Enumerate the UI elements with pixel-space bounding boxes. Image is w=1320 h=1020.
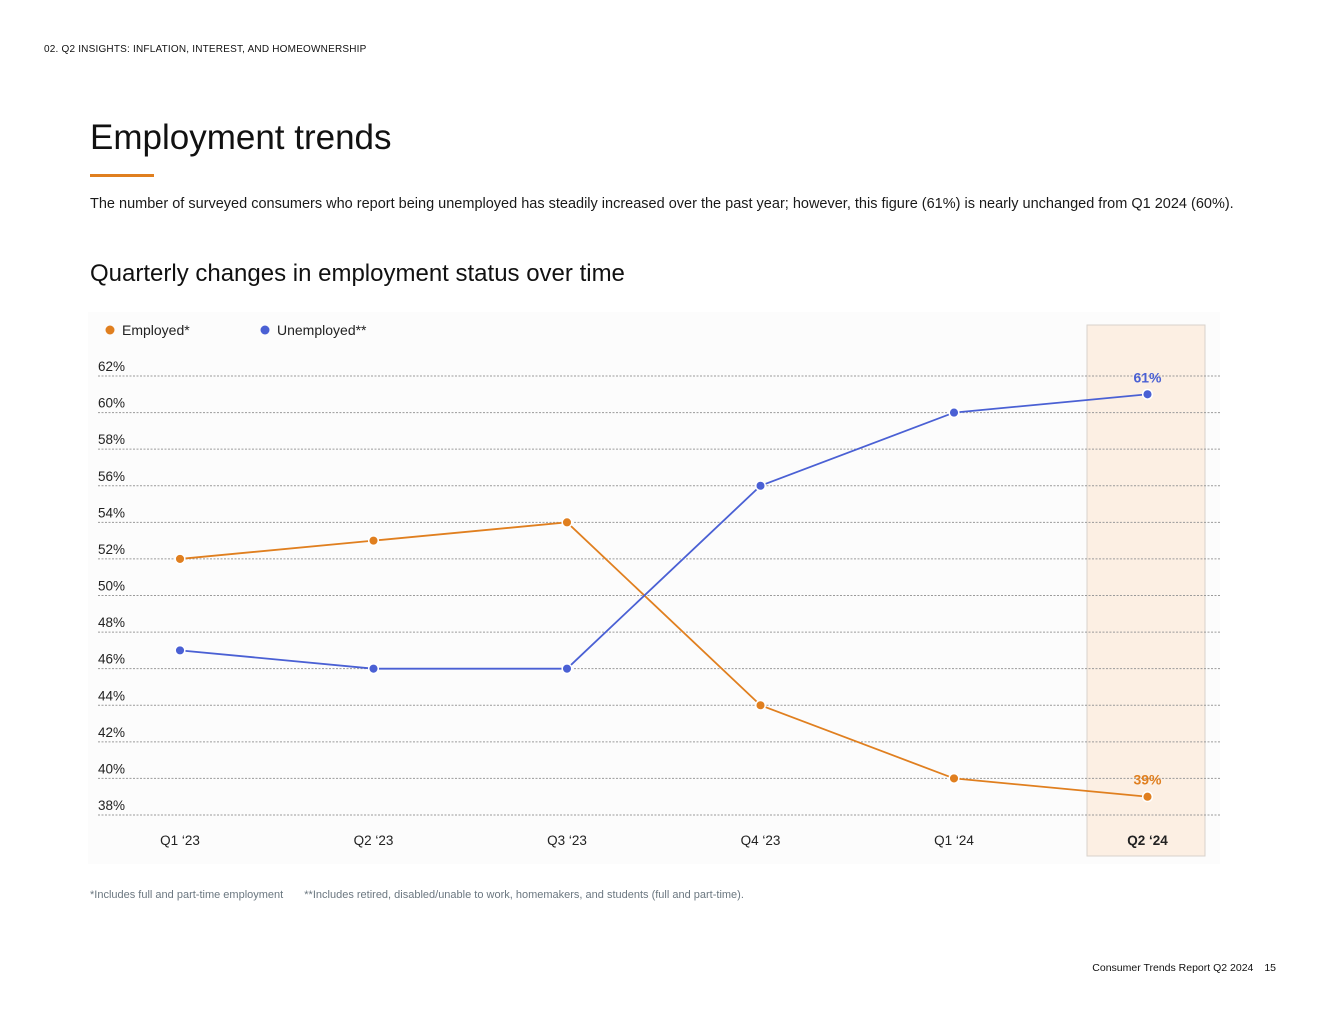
highlight-band (1086, 324, 1206, 857)
footer-report-title: Consumer Trends Report Q2 2024 (1092, 962, 1254, 974)
y-tick-label-60: 60% (98, 396, 125, 411)
data-point-unemployed-q4-23 (754, 480, 767, 492)
legend-label-employed: Employed* (122, 322, 190, 338)
data-point-employed-q2-24 (1141, 791, 1154, 803)
data-label-employed: 39% (1133, 772, 1162, 788)
y-tick-label-44: 44% (98, 688, 125, 703)
x-tick-label-q1-23: Q1 ‘23 (160, 833, 200, 848)
footnote-unemployed: **Includes retired, disabled/unable to w… (304, 889, 744, 901)
footnotes: *Includes full and part-time employment … (90, 889, 762, 901)
y-tick-label-42: 42% (98, 725, 125, 740)
x-tick-label-q2-24: Q2 ‘24 (1127, 833, 1168, 848)
y-tick-label-46: 46% (98, 652, 125, 667)
chart-panel: 62% 60% 58% 56% 54% 52% 50% 48% 46% 44% 42% 40% 38% Q… (88, 312, 1220, 864)
data-point-unemployed-q3-23 (561, 663, 573, 675)
y-tick-label-38: 38% (98, 798, 125, 813)
title-underline (90, 174, 154, 177)
data-label-unemployed: 61% (1133, 369, 1162, 385)
data-point-unemployed-q2-23 (367, 663, 380, 675)
employment-line-chart: 62% 60% 58% 56% 54% 52% 50% 48% 46% 44% 42% 40% 38% Q… (98, 322, 1220, 857)
x-tick-label-q3-23: Q3 ‘23 (547, 833, 587, 848)
page-footer: Consumer Trends Report Q2 2024 15 (1092, 962, 1276, 974)
data-point-unemployed-q2-24 (1141, 388, 1154, 400)
data-point-employed-q4-23 (754, 699, 767, 711)
intro-paragraph: The number of surveyed consumers who rep… (90, 196, 1234, 212)
series-line-unemployed (179, 393, 1148, 670)
y-tick-label-48: 48% (98, 615, 125, 630)
x-tick-label-q4-23: Q4 ‘23 (741, 833, 781, 848)
series-line-employed (179, 521, 1148, 798)
y-tick-label-40: 40% (98, 761, 125, 776)
footnote-employed: *Includes full and part-time employment (90, 889, 284, 901)
legend-marker-unemployed (260, 325, 270, 335)
legend-marker-employed (105, 325, 115, 335)
page-number: 15 (1264, 962, 1276, 974)
legend-label-unemployed: Unemployed** (277, 322, 367, 338)
data-point-employed-q1-23 (174, 553, 186, 565)
section-label: 02. Q2 INSIGHTS: INFLATION, INTEREST, AN… (44, 44, 367, 55)
page-title: Employment trends (90, 118, 392, 157)
y-tick-label-58: 58% (98, 432, 125, 447)
data-point-employed-q3-23 (561, 516, 573, 528)
data-point-unemployed-q1-23 (174, 644, 186, 656)
y-tick-label-54: 54% (98, 505, 125, 520)
y-tick-label-56: 56% (98, 469, 125, 484)
data-point-employed-q2-23 (367, 535, 380, 547)
y-tick-label-52: 52% (98, 542, 125, 557)
y-tick-label-50: 50% (98, 579, 125, 594)
x-tick-label-q1-24: Q1 ‘24 (934, 833, 974, 848)
y-tick-label-62: 62% (98, 359, 125, 374)
data-point-employed-q1-24 (948, 772, 960, 784)
chart-title: Quarterly changes in employment status o… (90, 260, 625, 287)
data-point-unemployed-q1-24 (948, 407, 960, 419)
x-tick-label-q2-23: Q2 ‘23 (354, 833, 394, 848)
